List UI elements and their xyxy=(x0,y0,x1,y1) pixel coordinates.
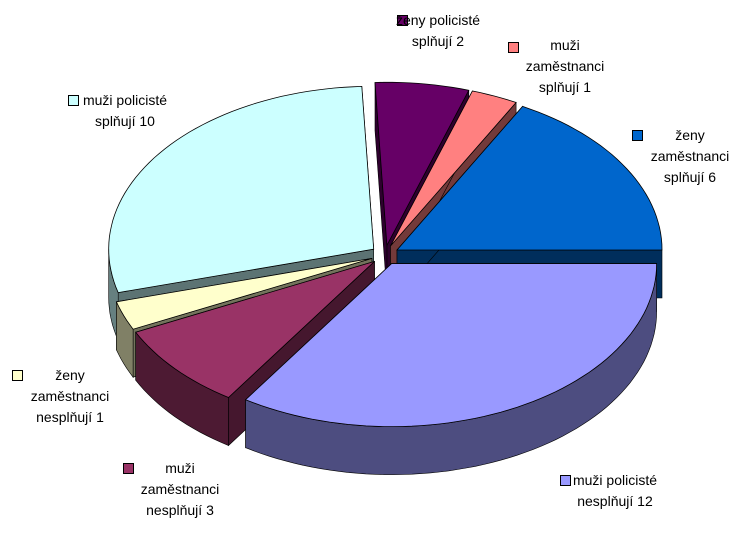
label-value: 3 xyxy=(206,502,214,518)
label-swatch xyxy=(397,15,408,26)
label-value: 1 xyxy=(96,409,104,425)
slice xyxy=(374,81,470,247)
data-label: ženy zaměstnanci nesplňují 1 xyxy=(15,365,125,428)
data-label: muži policisté splňují 10 xyxy=(70,90,180,132)
slice xyxy=(115,258,373,330)
label-value: 6 xyxy=(708,169,717,185)
slice xyxy=(390,90,517,247)
label-swatch xyxy=(68,95,79,106)
label-swatch xyxy=(12,370,23,381)
label-value: 10 xyxy=(139,113,155,129)
label-name: muži zaměstnanci nesplňují xyxy=(140,460,220,518)
slice xyxy=(396,105,663,251)
slice xyxy=(135,261,375,398)
label-swatch xyxy=(632,130,643,141)
data-label: ženy policisté splňují 2 xyxy=(383,10,493,52)
data-label: muži zaměstnanci nesplňují 3 xyxy=(125,458,235,521)
label-name: ženy policisté splňují xyxy=(395,12,481,49)
label-value: 2 xyxy=(456,33,465,49)
label-swatch xyxy=(508,42,519,53)
label-name: muži zaměstnanci splňují xyxy=(525,37,605,95)
label-swatch xyxy=(560,475,571,486)
slice xyxy=(108,85,375,294)
data-label: muži policisté nesplňují 12 xyxy=(560,470,670,512)
slice xyxy=(244,263,658,428)
label-name: ženy zaměstnanci nesplňují xyxy=(30,367,110,425)
label-value: 12 xyxy=(637,493,653,509)
label-name: muži policisté splňují xyxy=(82,92,168,129)
data-label: muži zaměstnanci splňují 1 xyxy=(510,35,620,98)
label-name: ženy zaměstnanci splňují xyxy=(650,127,730,185)
label-name: muži policisté nesplňují xyxy=(572,472,658,509)
label-value: 1 xyxy=(583,79,592,95)
label-swatch xyxy=(123,463,134,474)
data-label: ženy zaměstnanci splňují 6 xyxy=(635,125,742,188)
